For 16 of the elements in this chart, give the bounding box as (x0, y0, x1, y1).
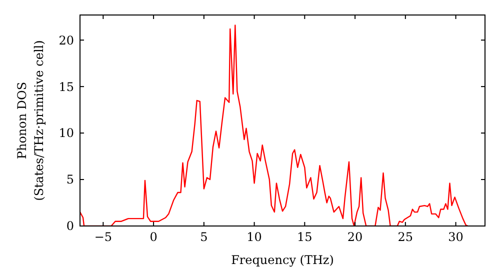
y-tick-label: 5 (66, 172, 74, 187)
x-tick-label: 25 (398, 230, 414, 244)
x-tick-label: 30 (448, 230, 464, 244)
y-tick-label: 0 (66, 219, 74, 234)
x-tick-label: 0 (150, 230, 158, 244)
x-tick-label: 15 (297, 230, 312, 244)
x-axis-title: Frequency (THz) (231, 253, 334, 267)
y-tick-label: 15 (58, 80, 74, 94)
x-tick-label: 5 (200, 230, 208, 244)
y-axis-title: Phonon DOS (States/THz·primitive cell) (15, 40, 46, 201)
line-series (80, 24, 468, 226)
y-tick-label: 10 (58, 126, 74, 140)
x-tick-label: 10 (246, 230, 262, 244)
x-tick-label: 20 (347, 230, 363, 244)
y-tick-label: 20 (58, 33, 74, 48)
x-tick-label: −5 (94, 230, 112, 244)
